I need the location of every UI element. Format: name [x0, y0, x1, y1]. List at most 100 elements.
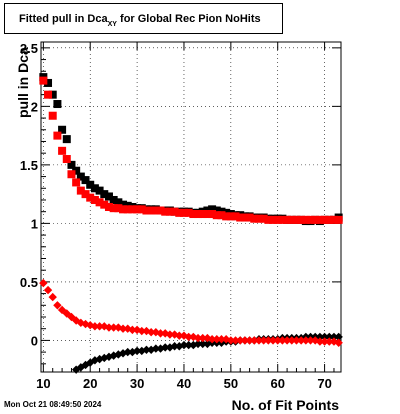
data-point-square: [39, 76, 48, 85]
data-point-square: [100, 200, 109, 209]
data-point-diamond: [226, 336, 236, 345]
data-point-diamond: [90, 322, 100, 331]
data-point-diamond: [287, 336, 296, 345]
data-point-square: [278, 215, 287, 224]
data-point-square: [100, 190, 109, 199]
data-point-square: [156, 206, 165, 215]
data-point-square: [179, 208, 188, 217]
data-point-square: [287, 215, 296, 224]
data-point-square: [273, 215, 282, 224]
data-point-square: [165, 207, 174, 216]
data-point-diamond: [292, 336, 301, 345]
data-point-square: [175, 208, 184, 217]
data-point-square: [212, 206, 221, 215]
y-axis-label: pull in Dca: [15, 47, 31, 118]
data-point-diamond: [193, 333, 203, 343]
data-point-square: [81, 176, 90, 185]
data-point-diamond: [273, 336, 282, 345]
chart-title-subscript: XY: [107, 21, 117, 28]
data-point-diamond: [123, 324, 132, 333]
data-point-diamond: [170, 342, 179, 351]
data-point-square: [329, 215, 338, 224]
data-point-diamond: [151, 344, 161, 353]
data-point-square: [315, 215, 324, 224]
data-point-diamond: [109, 323, 118, 332]
x-tick-label: 60: [270, 376, 284, 391]
data-point-square: [245, 213, 254, 222]
data-point-diamond: [320, 337, 329, 346]
data-point-square: [62, 155, 71, 164]
data-point-diamond: [296, 336, 306, 345]
data-point-square: [301, 215, 310, 224]
data-point-square: [208, 205, 217, 214]
data-point-diamond: [315, 337, 325, 346]
data-point-square: [306, 215, 315, 224]
data-point-diamond: [221, 335, 231, 344]
data-point-diamond: [259, 336, 268, 345]
data-point-diamond: [48, 292, 57, 302]
data-point-square: [161, 207, 170, 216]
data-points: [39, 73, 343, 374]
data-point-diamond: [184, 332, 193, 342]
title-box: Fitted pull in DcaXY for Global Rec Pion…: [4, 3, 283, 34]
data-point-diamond: [179, 340, 189, 350]
data-point-diamond: [212, 335, 221, 344]
data-point-square: [44, 90, 53, 99]
data-point-diamond: [207, 335, 217, 344]
data-point-square: [58, 146, 67, 155]
data-point-diamond: [193, 339, 203, 349]
data-point-square: [203, 210, 212, 219]
data-point-square: [151, 206, 160, 215]
data-point-diamond: [43, 285, 53, 295]
data-point-square: [53, 131, 62, 140]
chart-title-rest: for Global Rec Pion NoHits: [120, 13, 261, 25]
data-point-diamond: [282, 336, 292, 345]
y-tick-label: 1: [31, 216, 38, 231]
data-point-square: [264, 215, 273, 224]
chart-title-main: Fitted pull in Dca: [19, 13, 108, 25]
data-point-diamond: [146, 345, 156, 354]
x-tick-label: 30: [130, 376, 144, 391]
data-point-square: [292, 215, 301, 224]
data-point-diamond: [198, 333, 207, 343]
data-point-square: [72, 178, 81, 187]
data-point-diamond: [264, 336, 273, 345]
data-point-square: [226, 212, 235, 221]
data-point-square: [198, 210, 207, 219]
data-point-diamond: [329, 332, 339, 342]
x-tick-label: 10: [36, 376, 50, 391]
x-tick-label: 70: [317, 376, 331, 391]
data-point-square: [95, 186, 104, 195]
data-point-square: [231, 212, 240, 221]
data-point-square: [147, 206, 156, 215]
x-axis-label: No. of Fit Points: [231, 397, 339, 413]
data-point-diamond: [236, 336, 245, 345]
data-point-square: [269, 215, 278, 224]
data-point-diamond: [198, 339, 207, 349]
data-point-diamond: [175, 331, 184, 340]
data-point-diamond: [95, 322, 104, 331]
data-point-square: [104, 192, 113, 201]
data-point-square: [170, 207, 179, 216]
data-point-diamond: [325, 332, 334, 342]
data-point-diamond: [306, 336, 315, 345]
data-point-diamond: [156, 329, 165, 338]
data-point-diamond: [325, 337, 334, 346]
data-point-diamond: [165, 343, 175, 352]
data-point-square: [67, 170, 76, 179]
y-tick-label: 2.5: [20, 41, 38, 56]
data-point-diamond: [217, 335, 226, 344]
data-point-diamond: [161, 343, 170, 352]
data-point-diamond: [123, 347, 132, 357]
data-point-square: [48, 111, 57, 120]
data-point-diamond: [53, 301, 62, 310]
data-point-square: [133, 205, 142, 214]
data-point-square: [311, 215, 320, 224]
data-point-square: [128, 205, 137, 214]
data-point-square: [114, 198, 123, 207]
data-point-square: [90, 195, 99, 204]
data-point-square: [44, 78, 53, 87]
data-point-diamond: [240, 336, 250, 345]
data-point-square: [76, 186, 85, 195]
